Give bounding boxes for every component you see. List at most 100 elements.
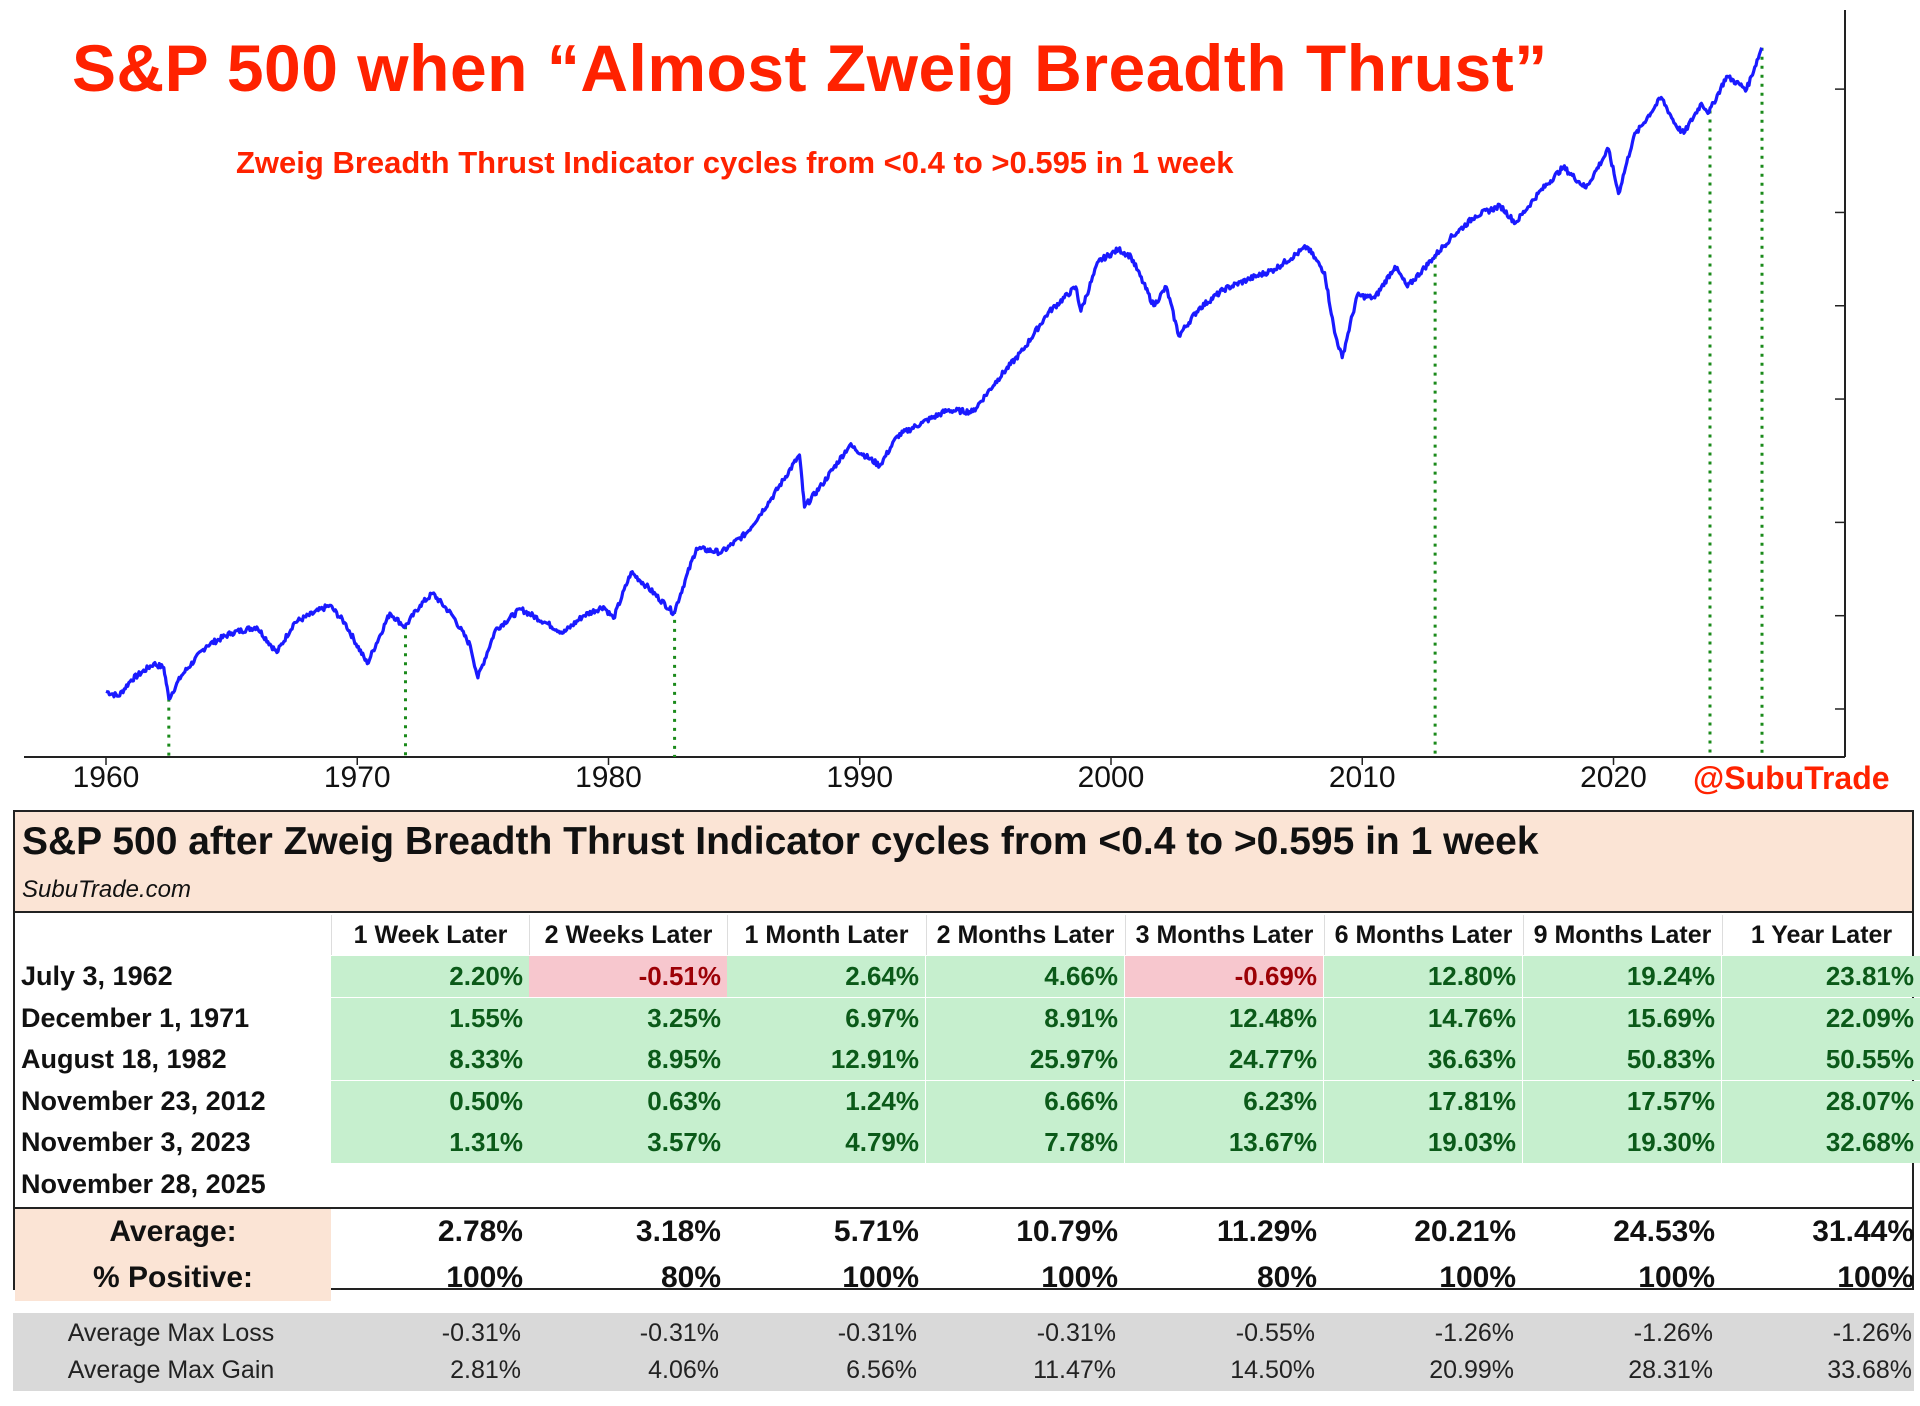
table-cell: 25.97% [926,1039,1124,1080]
table-cell: 12.91% [727,1039,925,1080]
table-cell: 13.67% [1125,1122,1323,1163]
table-cell: 17.57% [1523,1080,1721,1122]
average-value: 3.18% [635,1215,721,1248]
table-site: SubuTrade.com [22,876,191,903]
max-gain-value: 33.68% [1827,1356,1912,1384]
table-cell: 19.24% [1523,956,1721,997]
sp500-line [105,47,1764,701]
chart-axes [24,10,1846,758]
positive-value: 100% [446,1261,523,1294]
max-loss-value: -0.31% [1036,1319,1116,1347]
max-loss-value: -0.31% [639,1319,719,1347]
results-table: S&P 500 after Zweig Breadth Thrust Indic… [13,810,1920,1301]
max-loss-value: -1.26% [1434,1319,1514,1347]
positive-value: 100% [1638,1261,1715,1294]
table-cell: 0.50% [331,1080,529,1122]
price-series [105,47,1764,701]
max-gain-value: 6.56% [846,1356,917,1384]
x-tick-label: 2020 [1580,761,1647,790]
positive-label: % Positive: [15,1255,331,1301]
positive-value: 100% [842,1261,919,1294]
table-cell: 3.57% [529,1122,727,1163]
average-label: Average: [15,1209,331,1255]
row-date-label: November 28, 2025 [21,1168,266,1199]
table-cell: 6.23% [1125,1080,1323,1122]
max-gain-value: 4.06% [648,1356,719,1384]
x-tick-label: 2000 [1078,761,1145,790]
positive-value: 100% [1041,1261,1118,1294]
max-gain-value: 2.81% [450,1356,521,1384]
max-stats-table: Average Max Loss -0.31% -0.31% -0.31% -0.31%… [13,1313,1914,1391]
table-cell: 2.64% [727,956,925,997]
x-tick-label: 1960 [73,761,140,790]
average-value: 24.53% [1613,1215,1715,1248]
row-date-label: July 3, 1962 [21,961,173,991]
table-cell: 0.63% [529,1080,727,1122]
table-cell: 12.80% [1324,956,1522,997]
table-cell: 2.20% [331,956,529,997]
max-loss-value: -0.31% [441,1319,521,1347]
table-cell: 19.30% [1523,1122,1721,1163]
chart-title: S&P 500 when “Almost Zweig Breadth Thrus… [72,31,1548,105]
column-header: 3 Months Later [1125,915,1323,955]
max-gain-value: 20.99% [1429,1356,1514,1384]
table-cell: 4.66% [926,956,1124,997]
x-tick-label: 1990 [826,761,893,790]
table-cell: 32.68% [1722,1122,1920,1163]
column-header: 1 Month Later [727,915,925,955]
chart-subtitle: Zweig Breadth Thrust Indicator cycles fr… [236,145,1234,180]
table-cell: 8.95% [529,1039,727,1080]
max-gain-value: 11.47% [1033,1356,1116,1384]
max-gain-label: Average Max Gain [67,1356,275,1384]
max-gain-value: 28.31% [1628,1356,1713,1384]
table-cell: 4.79% [727,1122,925,1163]
table-cell: 36.63% [1324,1039,1522,1080]
table-cell: 14.76% [1324,997,1522,1039]
max-loss-value: -1.26% [1633,1319,1713,1347]
table-cell: 23.81% [1722,956,1920,997]
table-cell: 17.81% [1324,1080,1522,1122]
watermark-handle: @SubuTrade [1693,760,1890,796]
table-cell: 24.77% [1125,1039,1323,1080]
positive-value: 80% [1256,1261,1317,1294]
table-cell: 7.78% [926,1122,1124,1163]
row-date-label: December 1, 1971 [21,1002,250,1033]
summary-divider [15,1207,1912,1209]
table-cell: 3.25% [529,997,727,1039]
table-cell: 12.48% [1125,997,1323,1039]
max-loss-value: -0.55% [1235,1319,1315,1347]
x-tick-label: 1970 [324,761,391,790]
column-header: 6 Months Later [1324,915,1522,955]
column-header: 2 Weeks Later [529,915,727,955]
max-loss-value: -0.31% [837,1319,917,1347]
signal-lines [167,47,1764,757]
average-value: 10.79% [1016,1215,1118,1248]
table-cell: 19.03% [1324,1122,1522,1163]
table-cell: -0.51% [529,956,727,997]
average-value: 2.78% [437,1215,523,1248]
table-header: S&P 500 after Zweig Breadth Thrust Indic… [15,812,1912,913]
table-cell: 8.33% [331,1039,529,1080]
max-loss-label: Average Max Loss [67,1319,275,1347]
column-header: 9 Months Later [1523,915,1721,955]
table-cell: 6.66% [926,1080,1124,1122]
table-cell: 1.31% [331,1122,529,1163]
average-value: 11.29% [1216,1215,1317,1248]
positive-value: 100% [1439,1261,1516,1294]
table-cell: 6.97% [727,997,925,1039]
table-cell: 1.24% [727,1080,925,1122]
table-cell: 8.91% [926,997,1124,1039]
table-cell: -0.69% [1125,956,1323,997]
average-value: 31.44% [1812,1215,1914,1248]
row-date-label: November 3, 2023 [21,1127,251,1157]
x-tick-labels: 1960 1970 1980 1990 2000 2010 2020 [73,757,1647,790]
positive-value: 100% [1837,1261,1914,1294]
sp500-chart: 1960 1970 1980 1990 2000 2010 2020 [24,10,1846,790]
max-loss-value: -1.26% [1832,1319,1912,1347]
table-cell: 28.07% [1722,1080,1920,1122]
positive-value: 80% [660,1261,721,1294]
table-cell: 50.55% [1722,1039,1920,1080]
row-date-label: November 23, 2012 [21,1085,266,1116]
table-cell: 15.69% [1523,997,1721,1039]
table-cell: 1.55% [331,997,529,1039]
